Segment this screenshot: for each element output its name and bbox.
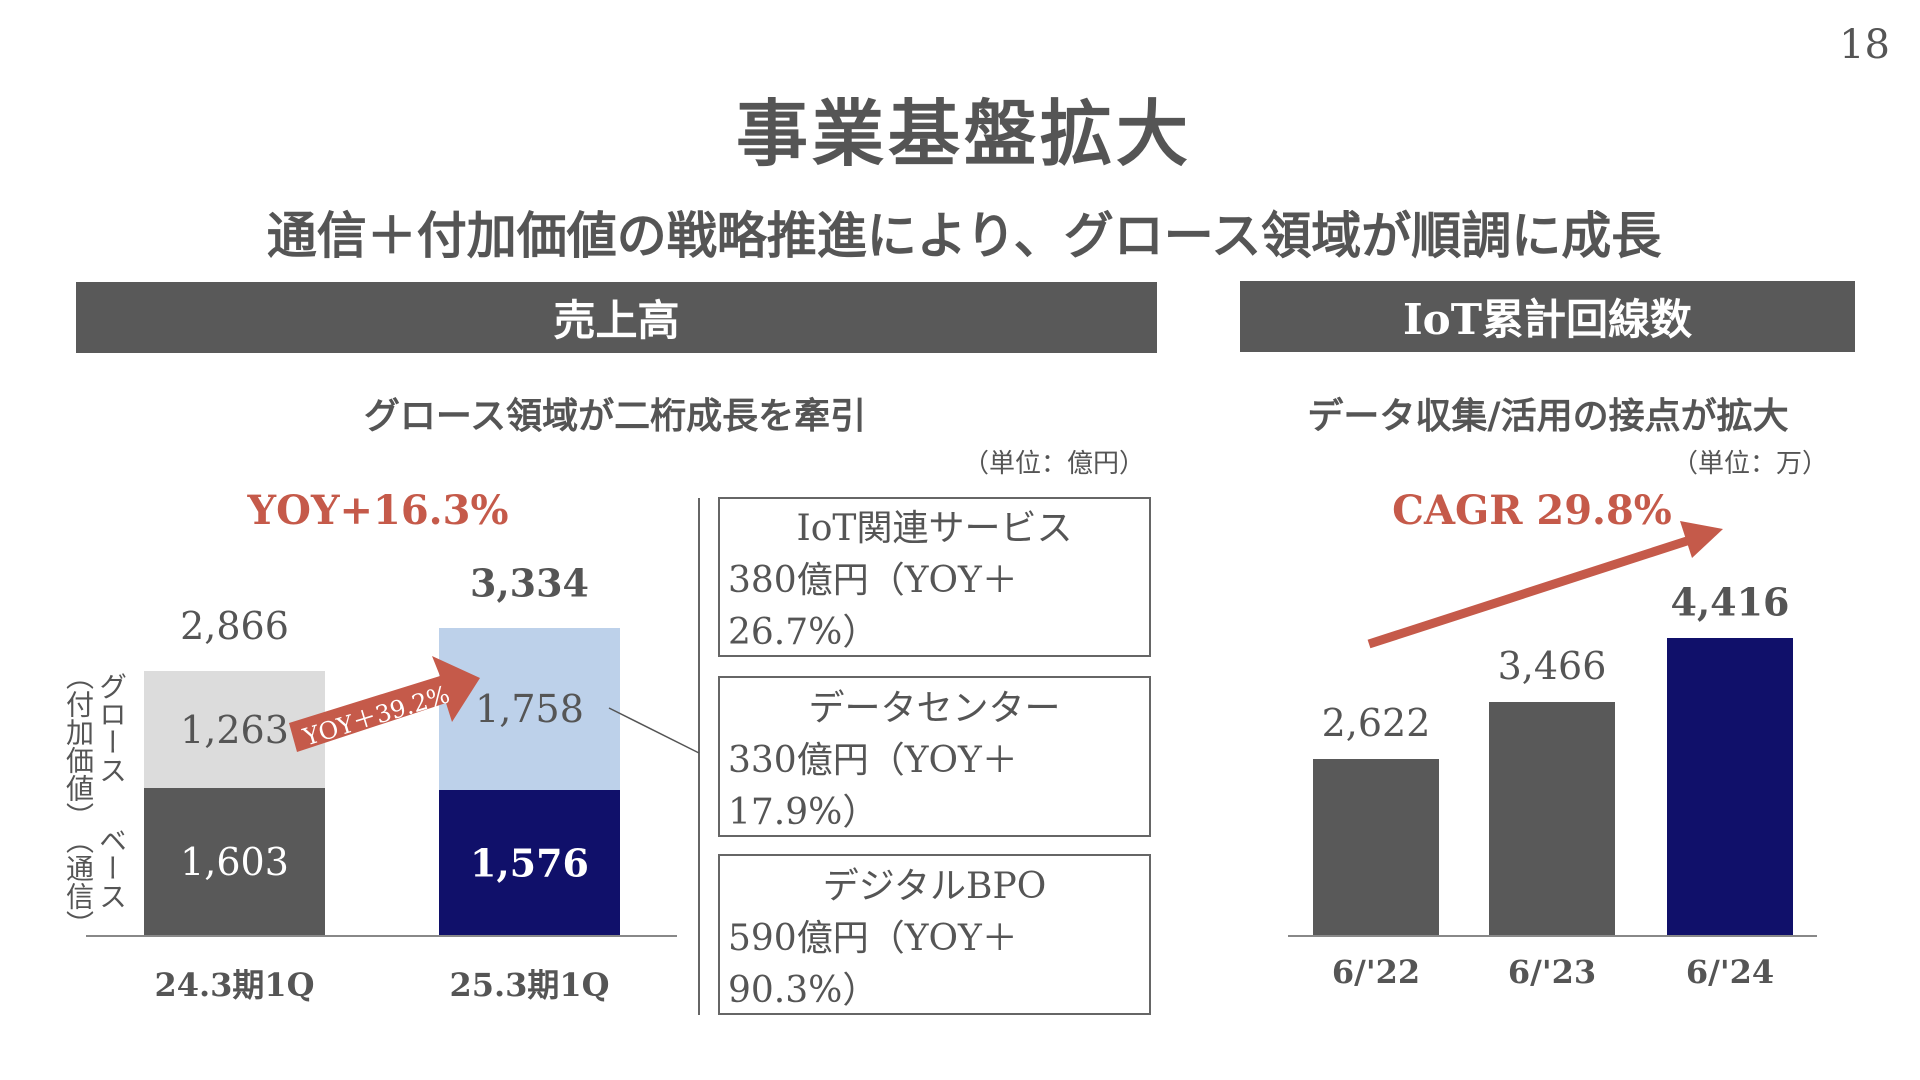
sales-baseline [86, 935, 677, 937]
value-label: 3,466 [1497, 644, 1607, 689]
growth-series-sublabel: （付加価値） [62, 662, 95, 830]
breakdown-box-bpo: デジタルBPO 590億円（YOY＋90.3%） [718, 854, 1151, 1015]
value-label: 4,416 [1670, 579, 1790, 625]
x-tick-label: 6/'22 [1331, 953, 1421, 991]
x-tick-label: 6/'23 [1507, 953, 1597, 991]
x-tick-label: 24.3期1Q [154, 966, 315, 1004]
sales-chart-title: グロース領域が二桁成長を牽引 [363, 395, 867, 437]
breakdown-value: 380億円（YOY＋26.7%） [728, 560, 1018, 653]
base-series-label: ベース [95, 826, 128, 910]
total-label: 2,866 [180, 604, 289, 649]
bar-base [144, 787, 325, 936]
bar-growth [439, 627, 620, 791]
value-label-base: 1,576 [470, 840, 589, 886]
page-subtitle: 通信＋付加価値の戦略推進により、グロース領域が順調に成長 [266, 206, 1662, 265]
breakdown-value: 590億円（YOY＋90.3%） [728, 917, 1018, 1011]
breakdown-name: IoT関連サービス [796, 508, 1073, 549]
total-label: 3,334 [470, 560, 589, 606]
base-series-sublabel: （通信） [62, 826, 95, 938]
breakdown-name: デジタルBPO [822, 865, 1047, 907]
connector-line [608, 707, 700, 754]
iot-chart-title: データ収集/活用の接点が拡大 [1307, 395, 1789, 437]
cagr-annotation: CAGR 29.8% [1392, 487, 1672, 534]
growth-arrow [289, 656, 480, 752]
value-label-base: 1,603 [180, 839, 289, 884]
divider-line [698, 498, 700, 1015]
iot-baseline [1288, 935, 1817, 937]
x-tick-label: 25.3期1Q [449, 966, 610, 1004]
sales-yoy-annotation: YOY+16.3% [247, 487, 509, 534]
breakdown-box-datacenter: データセンター 330億円（YOY＋17.9%） [718, 676, 1151, 837]
bar-base [439, 790, 620, 936]
growth-series-label: グロース [95, 672, 128, 784]
value-label-growth: 1,758 [475, 687, 584, 732]
breakdown-value: 330億円（YOY＋17.9%） [728, 739, 1018, 833]
sales-header: 売上高 [76, 282, 1157, 353]
cagr-arrow-shaft [1367, 535, 1692, 649]
bar [1667, 637, 1793, 936]
page-number: 18 [1839, 22, 1890, 68]
iot-header: IoT累計回線数 [1240, 281, 1855, 352]
value-label-growth: 1,263 [180, 707, 289, 752]
sales-unit: （単位：億円） [962, 449, 1145, 479]
bar [1489, 702, 1615, 936]
breakdown-name: データセンター [808, 687, 1061, 729]
bar [1313, 759, 1439, 936]
cagr-arrow-head [1680, 521, 1723, 558]
iot-unit: （単位：万） [1671, 449, 1828, 479]
page-title: 事業基盤拡大 [735, 91, 1193, 176]
value-label: 2,622 [1321, 701, 1431, 745]
breakdown-box-iot: IoT関連サービス 380億円（YOY＋26.7%） [718, 497, 1151, 657]
x-tick-label: 6/'24 [1685, 953, 1775, 991]
